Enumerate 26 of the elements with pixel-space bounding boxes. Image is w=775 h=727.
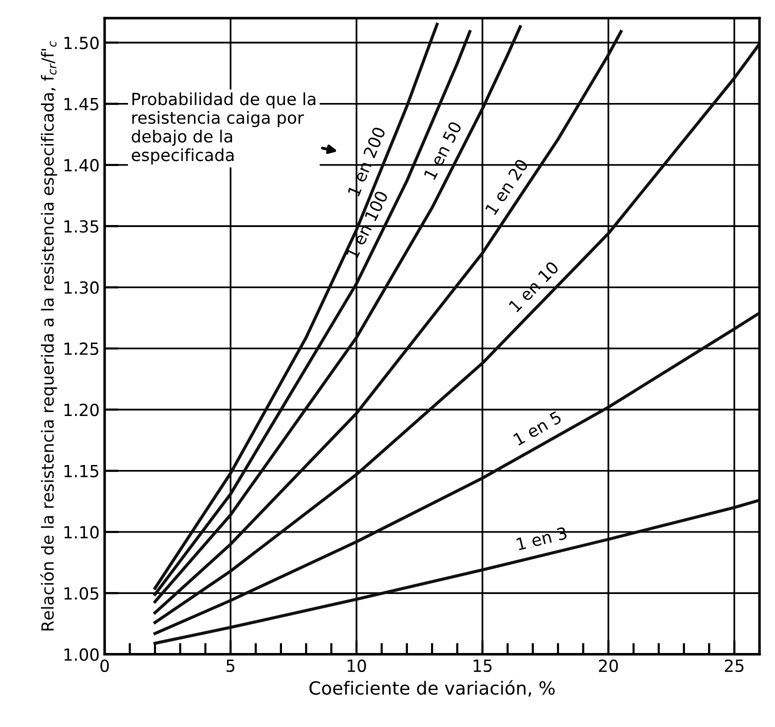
y-tick-label: 1.05	[64, 587, 98, 600]
y-tick-label: 1.45	[64, 98, 98, 110]
line-series	[153, 498, 760, 645]
y-tick-label: 1.50	[64, 36, 99, 50]
x-tick-label: 10	[348, 659, 366, 672]
x-axis-title: Coeficiente de variación, %	[309, 680, 555, 697]
x-tick-label: 20	[598, 659, 618, 672]
y-tick-label: 1.30	[64, 281, 99, 294]
y-tick-label: 1.15	[64, 464, 98, 478]
annotation: Probabilidad de que la resistencia caiga por debajo de la especificada	[132, 92, 316, 164]
text: 1 en 5	[513, 410, 562, 446]
y-axis-title: Relación de la resistencia requerida a la resistencia especificada, f$_{cr}$/f'$_{c}$	[40, 41, 58, 630]
y-tick-label: 1.00	[64, 648, 99, 661]
y-tick-label: 1.20	[64, 404, 99, 416]
x-tick-label: 5	[226, 660, 234, 672]
y-tick-label: 1.25	[64, 342, 98, 356]
y-tick-label: 1.40	[64, 158, 99, 172]
line-series	[153, 311, 760, 636]
y-tick-label: 1.10	[64, 526, 99, 539]
x-tick-label: 15	[474, 660, 492, 672]
x-tick-label: 25	[724, 659, 744, 672]
x-tick-label: 0	[100, 659, 109, 672]
y-tick-label: 1.35	[64, 220, 98, 233]
text: 1 en 50	[423, 120, 462, 180]
text: 1 en 20	[484, 158, 529, 216]
text: 1 en 3	[516, 526, 568, 550]
